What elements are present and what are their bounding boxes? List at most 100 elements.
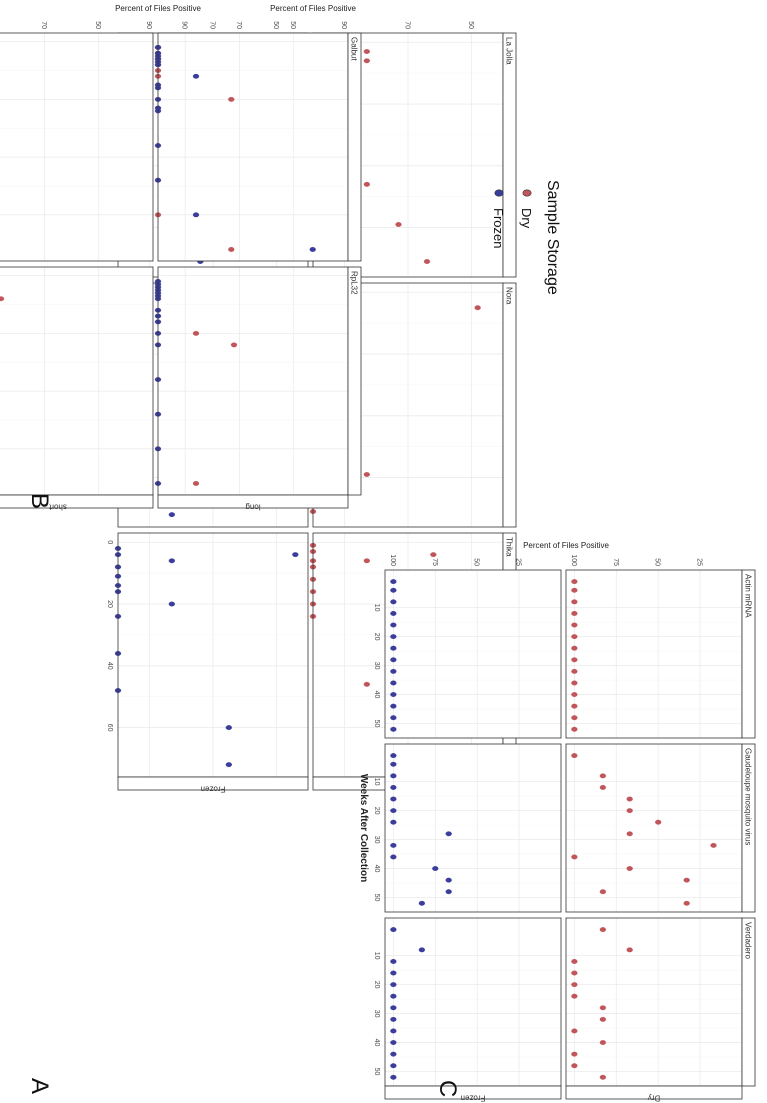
y-axis-title: Percent of Files Positive xyxy=(270,4,356,13)
facet-strip-label: long xyxy=(245,503,260,512)
data-point-frozen xyxy=(390,726,397,732)
x-tick-label: 40 xyxy=(106,662,113,670)
facet-strip-label: Gaudeloupe mosquito virus xyxy=(744,748,753,845)
data-point-dry xyxy=(0,296,5,302)
facet-panel xyxy=(158,267,348,495)
data-point-frozen xyxy=(390,587,397,593)
facet-strip-label: Dry xyxy=(648,1094,660,1103)
data-point-dry xyxy=(571,579,578,585)
y-tick-label: 50 xyxy=(289,21,296,29)
facet-strip-row xyxy=(384,1085,562,1100)
data-point-frozen xyxy=(390,1016,397,1022)
data-point-dry xyxy=(571,599,578,605)
data-point-frozen xyxy=(390,784,397,790)
data-point-frozen xyxy=(292,552,299,558)
x-tick-label: 20 xyxy=(373,633,380,641)
facet-strip-label: Frozen xyxy=(461,1094,486,1103)
facet-panel xyxy=(0,267,153,495)
data-point-frozen xyxy=(445,877,452,883)
data-point-frozen xyxy=(390,1074,397,1080)
x-tick-label: 20 xyxy=(373,981,380,989)
y-tick-label: 70 xyxy=(404,21,411,29)
x-tick-label: 30 xyxy=(373,836,380,844)
data-point-dry xyxy=(571,1028,578,1034)
data-point-dry xyxy=(599,889,607,895)
data-point-frozen xyxy=(390,1028,397,1034)
data-point-dry xyxy=(363,48,371,55)
data-point-frozen xyxy=(390,715,397,721)
legend: Sample Storage Dry Frozen xyxy=(491,180,561,295)
data-point-dry xyxy=(626,808,633,814)
y-tick-label: 100 xyxy=(570,554,577,566)
data-point-frozen xyxy=(390,970,397,976)
facet-border xyxy=(0,32,154,262)
data-point-dry xyxy=(571,680,578,686)
y-tick-label: 25 xyxy=(515,558,522,566)
data-point-dry xyxy=(423,259,431,265)
data-point-dry xyxy=(683,900,690,906)
data-point-dry xyxy=(363,58,371,64)
facet-panel xyxy=(566,918,742,1086)
data-point-frozen xyxy=(390,579,397,585)
data-point-dry xyxy=(363,558,371,564)
legend-frame: Sample Storage Dry Frozen xyxy=(491,180,561,295)
data-point-frozen xyxy=(390,1051,397,1057)
facet-strip-col xyxy=(741,917,756,1087)
data-point-frozen xyxy=(390,622,397,628)
data-point-dry xyxy=(626,866,633,872)
data-point-dry xyxy=(571,982,578,988)
legend-label: Dry xyxy=(519,208,534,229)
data-point-dry xyxy=(395,221,402,228)
data-point-frozen xyxy=(390,692,397,698)
data-point-frozen xyxy=(390,634,397,640)
data-point-frozen xyxy=(168,558,176,564)
data-point-frozen xyxy=(390,645,397,651)
data-point-frozen xyxy=(390,854,397,860)
facet-panel xyxy=(385,570,561,738)
facet-strip-row xyxy=(117,776,309,791)
facet-strip-label: short xyxy=(48,503,67,512)
facet-strip-label: Frozen xyxy=(201,785,226,794)
y-tick-label: 25 xyxy=(696,558,703,566)
y-axis-title: Percent of Files Positive xyxy=(115,4,201,13)
data-point-frozen xyxy=(390,808,397,814)
facet-strip-label: Actin mRNA xyxy=(744,574,753,618)
y-tick-label: 90 xyxy=(340,21,347,29)
facet-panel xyxy=(158,33,348,261)
data-point-dry xyxy=(571,634,578,640)
legend-swatch-frozen xyxy=(494,189,504,197)
data-point-frozen xyxy=(390,599,397,605)
facet-strip-row xyxy=(565,1085,743,1100)
data-point-dry xyxy=(710,842,717,848)
data-point-frozen xyxy=(445,889,452,895)
panel-c-rotated-frame: Actin mRNA 100 75 50 25 10 20 30 40 50 100 75 50 25 Ga… xyxy=(358,541,756,1103)
panel-b-rotated-frame: Galbut9070500204060907050RpL32longshort0… xyxy=(0,4,362,512)
facet-strip-label: Verdadero xyxy=(744,922,753,959)
legend-title: Sample Storage xyxy=(544,180,561,295)
data-point-dry xyxy=(571,753,578,759)
data-point-frozen xyxy=(390,982,397,988)
data-point-frozen xyxy=(192,212,200,218)
data-point-frozen xyxy=(432,866,439,872)
x-tick-label: 20 xyxy=(373,807,380,815)
data-point-frozen xyxy=(390,842,397,848)
data-point-dry xyxy=(571,692,578,698)
x-tick-label: 20 xyxy=(106,600,113,608)
facet-strip-col xyxy=(741,569,756,739)
data-point-dry xyxy=(230,342,238,348)
data-point-frozen xyxy=(390,796,397,802)
facet-strip-row xyxy=(0,494,154,509)
data-point-frozen xyxy=(390,819,397,825)
x-tick-label: 50 xyxy=(373,894,380,902)
facet-strip-col xyxy=(347,266,362,496)
panel-b-plot: Galbut9070500204060907050RpL32longshort0… xyxy=(0,4,362,512)
data-point-frozen xyxy=(390,1063,397,1069)
data-point-dry xyxy=(599,1016,607,1022)
data-point-dry xyxy=(599,773,607,779)
x-axis-title: Weeks After Collection xyxy=(358,774,369,882)
data-point-dry xyxy=(430,552,437,558)
data-point-dry xyxy=(683,877,690,883)
data-point-frozen xyxy=(168,512,176,518)
data-point-frozen xyxy=(418,947,426,953)
